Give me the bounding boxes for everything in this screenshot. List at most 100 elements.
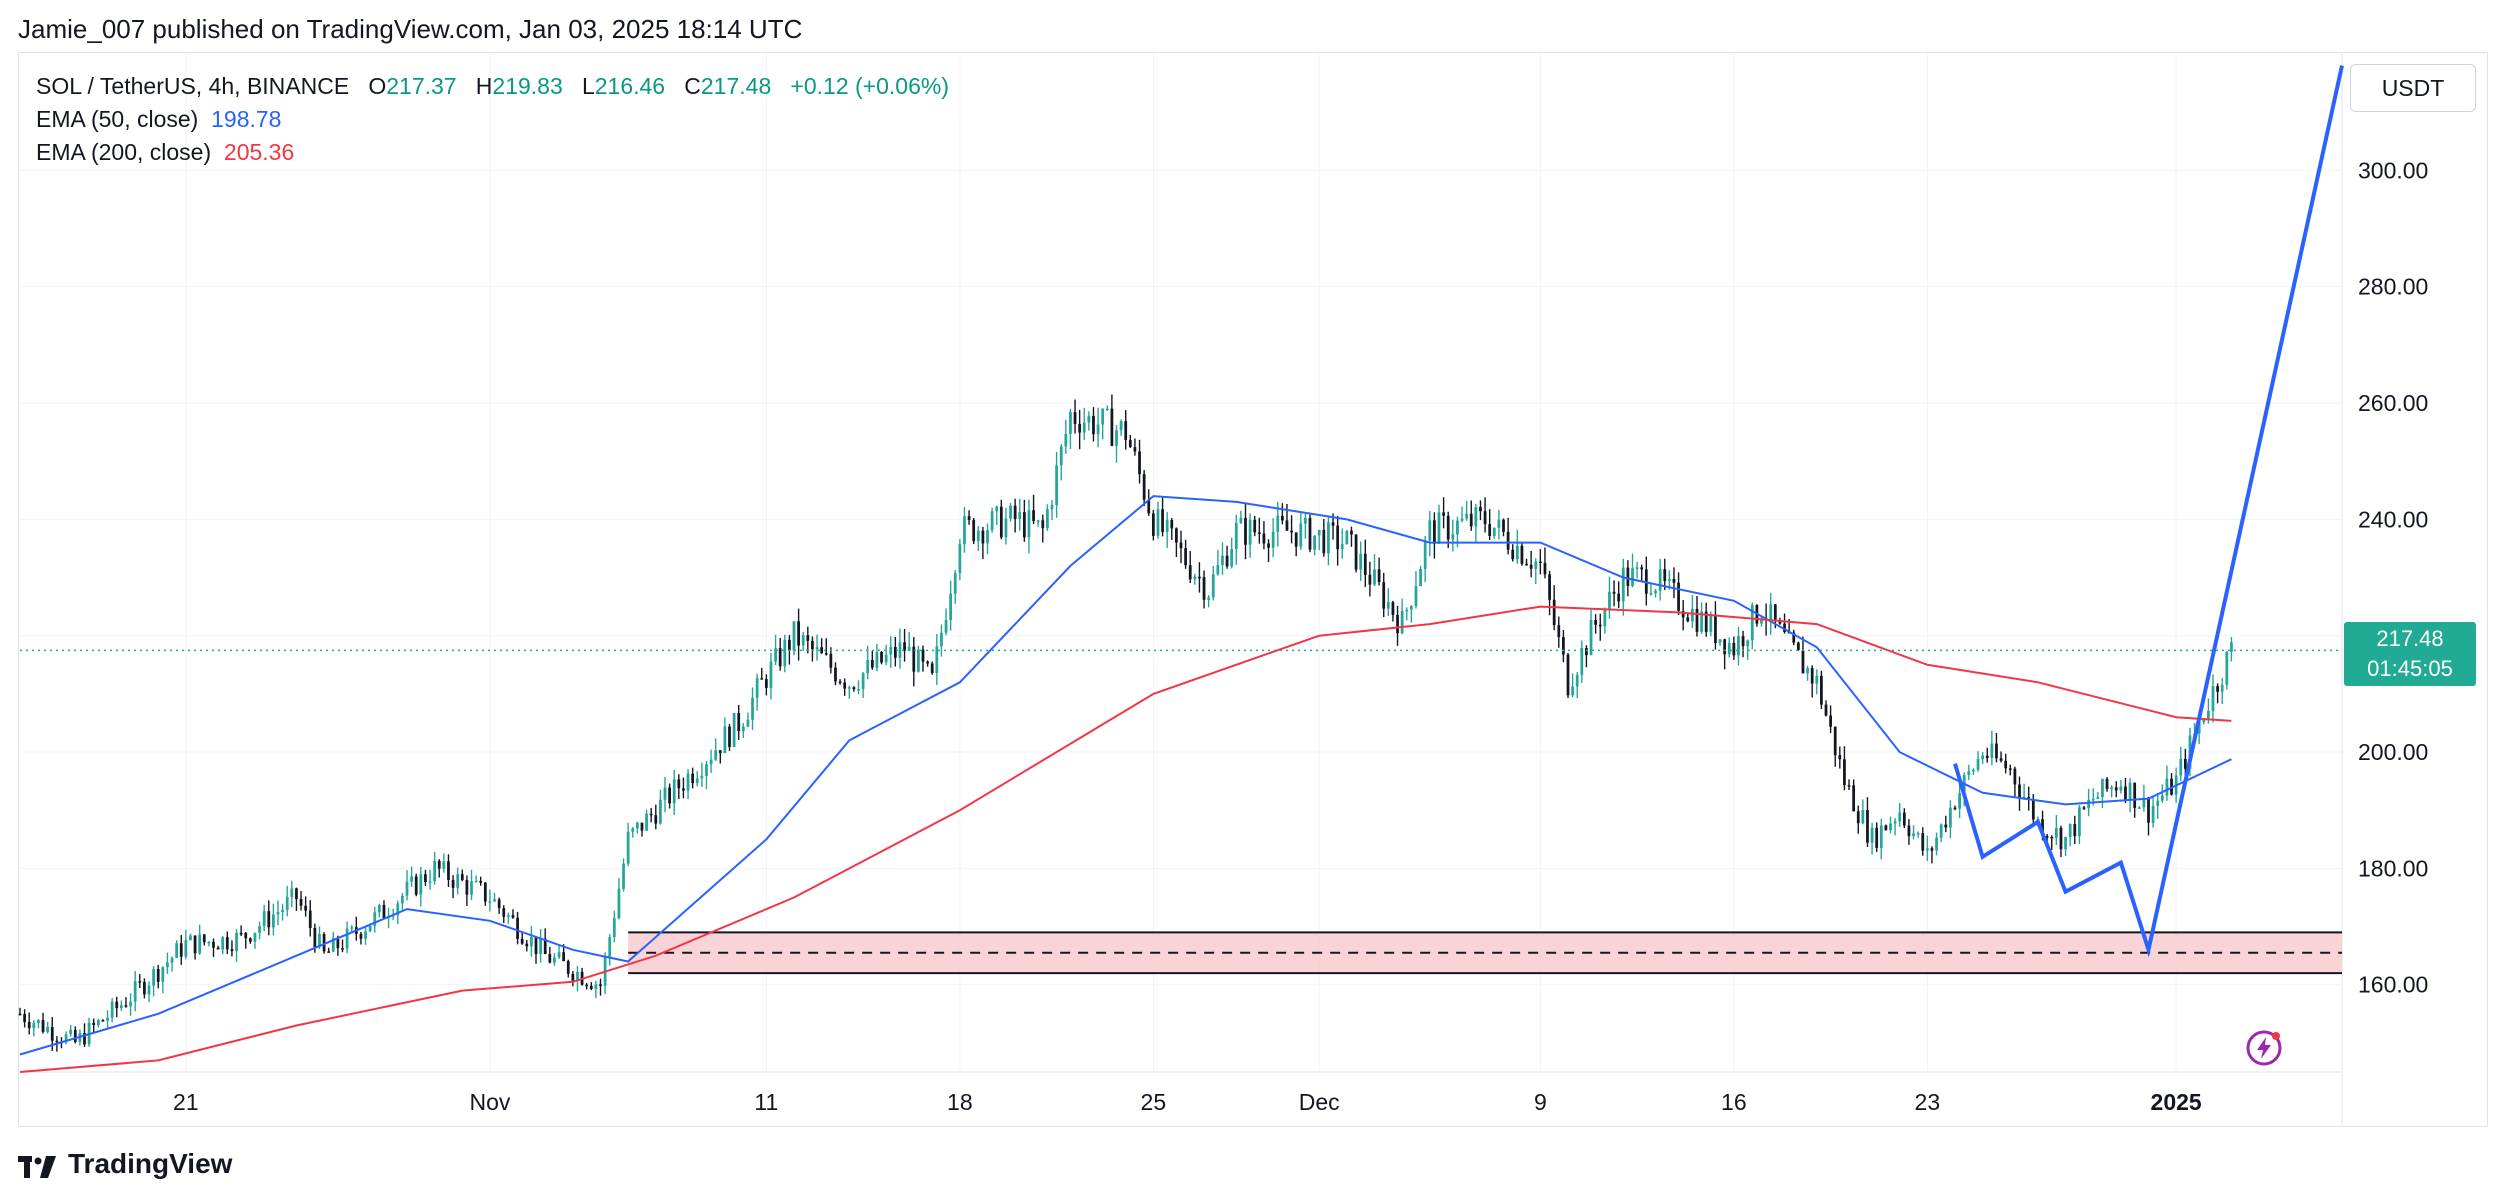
candle-body	[133, 981, 137, 1002]
candle-body	[1382, 582, 1386, 609]
candle-body	[1211, 574, 1215, 598]
candle-body	[585, 984, 589, 987]
candle-body	[1308, 517, 1312, 550]
candle-body	[543, 938, 547, 954]
candle-body	[1294, 532, 1298, 547]
candle-body	[1783, 623, 1786, 632]
candle-body	[1907, 825, 1911, 837]
candle-body	[981, 530, 985, 544]
candle-body	[1608, 591, 1611, 610]
candle-body	[37, 1020, 40, 1024]
candle-body	[156, 968, 160, 982]
candle-body	[1248, 519, 1252, 545]
candle-body	[290, 888, 294, 898]
candle-body	[1612, 591, 1616, 594]
candle-body	[110, 1001, 114, 1018]
candle-body	[27, 1022, 31, 1029]
candle-body	[870, 660, 874, 668]
candle-body	[1345, 530, 1349, 545]
candle-body	[1617, 593, 1621, 602]
candle-body	[1460, 518, 1464, 521]
candle-body	[788, 639, 791, 651]
footer-brand[interactable]: TradingView	[18, 1148, 232, 1180]
candle-body	[1188, 565, 1192, 580]
x-tick-label: Nov	[469, 1089, 510, 1115]
candle-body	[55, 1040, 59, 1043]
candle-body	[410, 876, 413, 882]
x-tick-label: 11	[754, 1089, 778, 1115]
candle-body	[179, 943, 183, 957]
x-tick-label: 16	[1721, 1089, 1747, 1115]
candle-body	[2147, 797, 2150, 823]
candle-body	[1640, 567, 1644, 570]
candle-body	[2027, 797, 2031, 799]
candle-body	[96, 1020, 100, 1026]
candle-body	[880, 651, 883, 663]
candle-body	[963, 516, 966, 545]
candle-body	[2151, 805, 2155, 823]
candle-body	[465, 880, 469, 895]
candle-body	[1714, 614, 1717, 643]
candle-body	[1276, 515, 1280, 532]
candle-body	[1893, 821, 1897, 824]
candle-body	[631, 828, 635, 832]
high-value: 219.83	[492, 73, 563, 99]
candle-body	[1096, 424, 1100, 435]
candle-body	[1672, 578, 1676, 583]
candle-body	[1064, 433, 1068, 447]
x-tick-label: 9	[1534, 1089, 1547, 1115]
y-tick-label: 180.00	[2358, 855, 2428, 881]
candle-body	[1396, 614, 1399, 634]
candle-body	[106, 1017, 109, 1021]
candle-body	[1147, 499, 1151, 514]
candle-body	[1515, 545, 1519, 560]
candle-body	[999, 506, 1003, 538]
candle-body	[1773, 604, 1777, 621]
candle-body	[2082, 807, 2086, 809]
candle-body	[949, 593, 953, 620]
candle-body	[502, 908, 506, 917]
candle-body	[1760, 618, 1763, 624]
candle-body	[1686, 617, 1690, 622]
candle-body	[331, 937, 335, 952]
candle-body	[1175, 528, 1178, 543]
candle-body	[497, 899, 501, 909]
currency-unit-button[interactable]: USDT	[2350, 64, 2476, 112]
candle-body	[285, 897, 289, 910]
candle-body	[1511, 549, 1515, 560]
low-value: 216.46	[594, 73, 666, 99]
candle-body	[1557, 625, 1561, 638]
candle-body	[1990, 743, 1994, 759]
candle-body	[1723, 639, 1727, 655]
candle-body	[198, 934, 202, 954]
candle-body	[718, 750, 722, 754]
candle-body	[1677, 582, 1680, 612]
candle-body	[248, 938, 252, 942]
candle-body	[1746, 640, 1750, 647]
candle-body	[1833, 726, 1837, 756]
candle-body	[1027, 510, 1031, 538]
candle-body	[995, 506, 999, 512]
candle-body	[2013, 768, 2017, 785]
candle-body	[921, 649, 925, 662]
candle-body	[1870, 827, 1874, 843]
candle-body	[1225, 555, 1229, 567]
legend-symbol[interactable]: SOL / TetherUS, 4h, BINANCE	[36, 73, 350, 99]
candle-body	[341, 948, 344, 950]
candle-body	[1953, 807, 1957, 810]
candle-body	[101, 1020, 105, 1022]
candle-body	[1902, 812, 1906, 826]
candle-body	[1718, 639, 1722, 643]
candle-body	[953, 573, 957, 594]
lightning-icon[interactable]	[2244, 1028, 2284, 1068]
candle-body	[1350, 530, 1353, 535]
legend-ema50-row[interactable]: EMA (50, close) 198.78	[36, 103, 949, 136]
candle-body	[1810, 668, 1814, 684]
legend-ema200-row[interactable]: EMA (200, close) 205.36	[36, 136, 949, 169]
candle-body	[1792, 632, 1796, 643]
candle-body	[534, 936, 538, 955]
candle-body	[1331, 522, 1335, 526]
candle-body	[1202, 577, 1206, 600]
candle-body	[1806, 668, 1809, 674]
